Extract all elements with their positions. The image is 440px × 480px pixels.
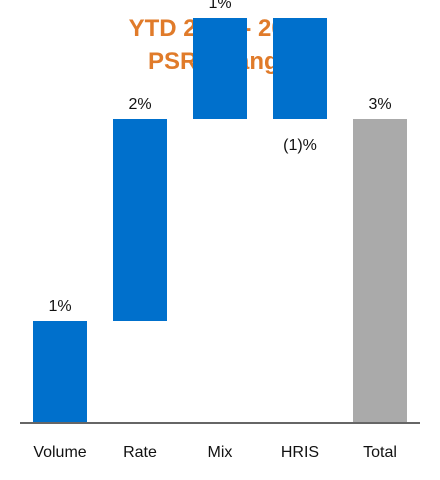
bar-total xyxy=(353,119,407,422)
bar-hris xyxy=(273,18,327,119)
data-label-total: 3% xyxy=(368,96,391,113)
data-label-mix: 1% xyxy=(208,0,231,12)
category-label-rate: Rate xyxy=(123,444,157,461)
category-label-mix: Mix xyxy=(208,444,233,461)
category-label-total: Total xyxy=(363,444,397,461)
data-label-hris: (1)% xyxy=(283,137,317,154)
bar-mix xyxy=(193,18,247,119)
data-label-rate: 2% xyxy=(128,96,151,113)
data-label-volume: 1% xyxy=(48,298,71,315)
category-label-volume: Volume xyxy=(33,444,86,461)
bar-volume xyxy=(33,321,87,422)
bar-rate xyxy=(113,119,167,321)
category-label-hris: HRIS xyxy=(281,444,319,461)
